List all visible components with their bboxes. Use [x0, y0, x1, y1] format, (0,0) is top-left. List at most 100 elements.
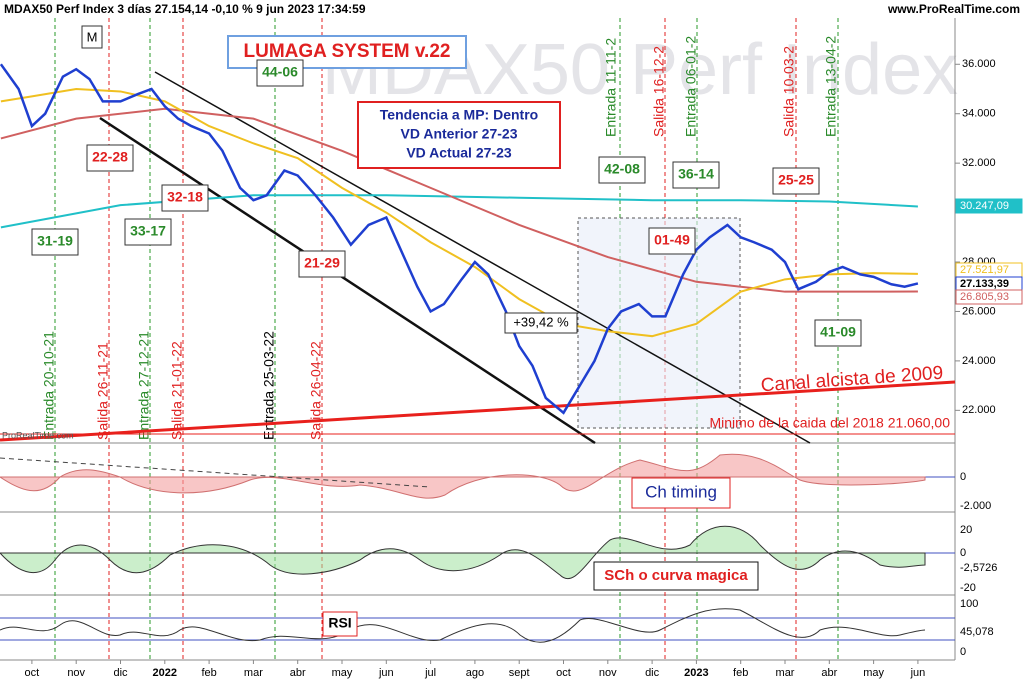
x-tick-label: dic	[645, 667, 660, 679]
panel-tick: -20	[960, 582, 976, 594]
series-line	[0, 107, 918, 293]
signal-label: Salida 16-12-2	[651, 46, 667, 137]
x-tick-label: may	[863, 667, 884, 679]
score-box	[161, 184, 209, 212]
signal-label: Entrada 25-03-22	[261, 331, 277, 440]
x-tick-label: abr	[290, 667, 306, 679]
score-label: 31-19	[37, 233, 73, 249]
score-box	[86, 144, 134, 172]
rsi	[0, 608, 955, 643]
signal-label: Entrada 06-01-2	[683, 36, 699, 137]
y-tick-label: 24.000	[962, 355, 996, 367]
score-box	[672, 161, 720, 189]
score-box	[772, 167, 820, 195]
x-tick-label: ago	[466, 667, 484, 679]
logo: ProRealTime.com	[2, 430, 74, 440]
score-box	[598, 156, 646, 184]
gain-label-box	[504, 312, 578, 334]
x-tick-label: feb	[201, 667, 216, 679]
ch-timing-box	[631, 477, 731, 509]
score-label: 44-06	[262, 64, 298, 80]
trend-line: VD Actual 27-23	[406, 145, 512, 161]
signal-label: Entrada 11-11-2	[603, 38, 619, 137]
marker: M	[87, 29, 98, 44]
signal-label: Salida 21-01-22	[169, 341, 185, 440]
gain-label: +39,42 %	[513, 314, 569, 329]
x-tick-label: mar	[776, 667, 795, 679]
last-label-box	[955, 198, 1023, 214]
panel-tick: 0	[960, 547, 966, 559]
score-box	[298, 250, 346, 278]
x-tick-label: 2022	[153, 667, 177, 679]
channel-2009	[0, 380, 956, 442]
series-line	[0, 87, 918, 338]
ch-timing-label: Ch timing	[645, 482, 717, 501]
x-tick-label: oct	[556, 667, 571, 679]
system-label: LUMAGA SYSTEM v.22	[244, 41, 451, 62]
signal-label: Salida 10-03-2	[781, 46, 797, 137]
y-tick-label: 34.000	[962, 108, 996, 120]
x-tick-label: dic	[113, 667, 128, 679]
x-tick-label: mar	[244, 667, 263, 679]
channel-line	[154, 71, 811, 444]
trend-box	[357, 101, 561, 169]
last-label-box	[955, 289, 1023, 305]
channel-line	[99, 116, 596, 445]
panel-tick: 45,078	[960, 626, 994, 638]
score-label: 42-08	[604, 161, 640, 177]
y-tick-label: 32.000	[962, 157, 996, 169]
score-label: 41-09	[820, 324, 856, 340]
y-tick-label: 22.000	[962, 404, 996, 416]
minimum-label: Minimo de la caida del 2018 21.060,00	[709, 415, 950, 431]
panel-tick: 0	[960, 471, 966, 483]
score-label: 01-49	[654, 232, 690, 248]
trend-line: VD Anterior 27-23	[401, 126, 518, 142]
score-label: 33-17	[130, 223, 166, 239]
score-box	[31, 228, 79, 256]
x-tick-label: jun	[910, 667, 926, 679]
signal-label: Entrada 13-04-2	[823, 36, 839, 137]
signal-label: Entrada 27-12-21	[136, 331, 152, 440]
x-tick-label: jul	[424, 667, 436, 679]
sch-label: SCh o curva magica	[604, 567, 748, 584]
last-label: 30.247,09	[960, 200, 1009, 212]
ch-timing	[0, 453, 955, 499]
x-tick-label: jun	[378, 667, 394, 679]
rsi-label: RSI	[328, 615, 351, 631]
panel-tick: -2.000	[960, 500, 991, 512]
y-tick-label: 26.000	[962, 305, 996, 317]
series-line	[0, 63, 919, 415]
x-tick-label: may	[332, 667, 353, 679]
signal-label: Salida 26-11-21	[95, 342, 111, 440]
score-box	[124, 218, 172, 246]
panel-tick: 20	[960, 524, 972, 536]
panel-tick: 100	[960, 598, 978, 610]
marker-box	[81, 25, 103, 49]
score-box	[648, 227, 696, 255]
rsi-box	[322, 611, 358, 637]
last-label: 27.133,39	[960, 278, 1009, 290]
trend-line: Tendencia a MP: Dentro	[380, 107, 538, 123]
last-label: 27.521,97	[960, 264, 1009, 276]
signal-label: Entrada 20-10-21	[41, 331, 57, 440]
score-label: 22-28	[92, 149, 128, 165]
panel-tick: -2,5726	[960, 562, 997, 574]
sch-curve	[0, 525, 955, 580]
score-box	[814, 319, 862, 347]
x-tick-label: abr	[821, 667, 837, 679]
x-tick-label: nov	[67, 667, 85, 679]
signal-label: Salida 26-04-22	[308, 341, 324, 440]
x-tick-label: oct	[25, 667, 40, 679]
score-label: 21-29	[304, 255, 340, 271]
panel-tick: 0	[960, 646, 966, 658]
score-label: 25-25	[778, 172, 814, 188]
last-label: 26.805,93	[960, 291, 1009, 303]
header-site: www.ProRealTime.com	[887, 2, 1020, 16]
header-title: MDAX50 Perf Index 3 días 27.154,14 -0,10…	[4, 2, 366, 16]
score-box	[256, 59, 304, 87]
x-tick-label: feb	[733, 667, 748, 679]
x-tick-label: sept	[509, 667, 530, 679]
sch-box	[593, 561, 759, 591]
y-tick-label: 36.000	[962, 58, 996, 70]
score-label: 36-14	[678, 166, 714, 182]
